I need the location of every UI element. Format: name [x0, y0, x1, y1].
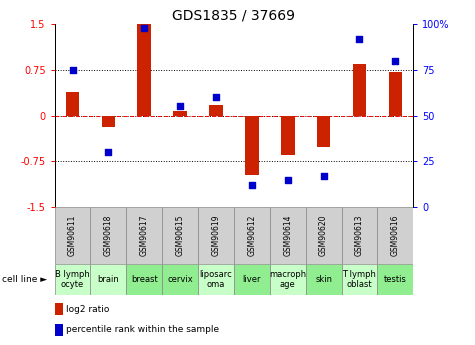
Text: log2 ratio: log2 ratio	[66, 305, 109, 314]
Point	[212, 95, 220, 100]
Bar	[137, 24, 151, 116]
Point	[320, 173, 327, 179]
Text: B lymph
ocyte: B lymph ocyte	[55, 270, 90, 289]
Bar	[55, 264, 91, 295]
Text: percentile rank within the sample: percentile rank within the sample	[66, 325, 219, 334]
Bar	[234, 207, 270, 264]
Point	[141, 25, 148, 31]
Text: liposarc
oma: liposarc oma	[200, 270, 232, 289]
Bar	[126, 207, 162, 264]
Text: GSM90620: GSM90620	[319, 215, 328, 256]
Bar	[173, 111, 187, 116]
Bar	[162, 264, 198, 295]
Text: GSM90616: GSM90616	[391, 215, 400, 256]
Text: GSM90619: GSM90619	[211, 215, 220, 256]
Text: GSM90614: GSM90614	[283, 215, 292, 256]
Bar	[126, 264, 162, 295]
Bar	[270, 264, 306, 295]
Bar	[378, 207, 413, 264]
Text: cervix: cervix	[167, 275, 193, 284]
Point	[104, 149, 112, 155]
Bar	[198, 264, 234, 295]
Point	[391, 58, 399, 63]
Bar	[91, 264, 126, 295]
Bar	[378, 264, 413, 295]
Bar	[389, 72, 402, 116]
Bar	[162, 207, 198, 264]
Bar	[198, 207, 234, 264]
Title: GDS1835 / 37669: GDS1835 / 37669	[172, 9, 295, 23]
Bar	[306, 264, 342, 295]
Bar	[281, 116, 294, 155]
Text: GSM90612: GSM90612	[247, 215, 257, 256]
Text: breast: breast	[131, 275, 158, 284]
Text: T lymph
oblast: T lymph oblast	[342, 270, 376, 289]
Text: liver: liver	[243, 275, 261, 284]
Bar	[102, 116, 115, 127]
Point	[356, 36, 363, 41]
Bar	[342, 207, 378, 264]
Bar	[352, 64, 366, 116]
Point	[176, 104, 184, 109]
Text: GSM90611: GSM90611	[68, 215, 77, 256]
Bar	[55, 207, 91, 264]
Point	[69, 67, 76, 72]
Bar	[317, 116, 331, 147]
Point	[284, 177, 292, 182]
Point	[248, 182, 256, 188]
Text: GSM90613: GSM90613	[355, 215, 364, 256]
Bar	[209, 105, 223, 116]
Text: skin: skin	[315, 275, 332, 284]
Bar	[342, 264, 378, 295]
Bar	[245, 116, 259, 175]
Text: macroph
age: macroph age	[269, 270, 306, 289]
Text: GSM90618: GSM90618	[104, 215, 113, 256]
Bar	[55, 324, 63, 336]
Bar	[270, 207, 306, 264]
Bar	[306, 207, 342, 264]
Text: cell line ►: cell line ►	[2, 275, 48, 284]
Bar	[91, 207, 126, 264]
Bar	[234, 264, 270, 295]
Bar	[66, 92, 79, 116]
Text: GSM90617: GSM90617	[140, 215, 149, 256]
Bar	[55, 303, 63, 315]
Text: testis: testis	[384, 275, 407, 284]
Text: GSM90615: GSM90615	[176, 215, 185, 256]
Text: brain: brain	[97, 275, 119, 284]
